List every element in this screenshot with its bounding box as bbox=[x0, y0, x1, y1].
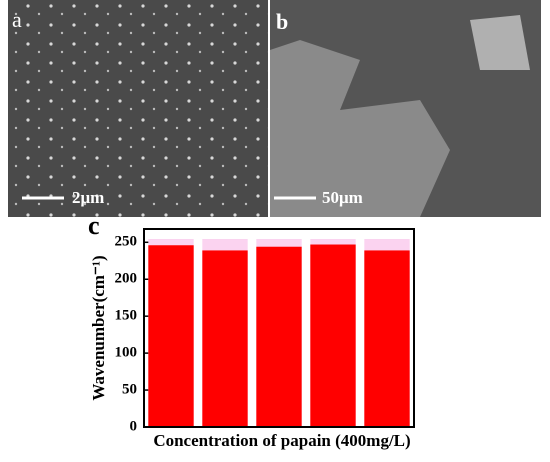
y-tick-label: 150 bbox=[115, 308, 138, 324]
y-tick-label: 0 bbox=[130, 418, 138, 434]
sem-image-a bbox=[8, 0, 268, 217]
sem-region bbox=[270, 40, 450, 217]
y-tick-label: 200 bbox=[115, 271, 138, 287]
scale-bar-label: 2μm bbox=[72, 188, 104, 207]
bar bbox=[364, 250, 410, 427]
bar bbox=[202, 250, 248, 427]
x-axis-label: Concentration of papain (400mg/L) bbox=[153, 431, 410, 450]
y-tick-label: 100 bbox=[115, 345, 138, 361]
bar bbox=[310, 244, 356, 427]
panel-label: b bbox=[276, 9, 288, 34]
bar bbox=[148, 245, 194, 427]
panel-label: c bbox=[88, 211, 100, 240]
bar bbox=[256, 246, 302, 427]
y-tick-label: 50 bbox=[122, 381, 137, 397]
y-tick-label: 250 bbox=[115, 234, 138, 250]
plot-frame bbox=[143, 228, 415, 428]
panel-label: a bbox=[12, 7, 22, 32]
sem-region bbox=[470, 15, 530, 70]
y-axis-label: Wavenumber(cm⁻¹) bbox=[89, 255, 108, 400]
scale-bar-label: 50μm bbox=[322, 188, 363, 207]
